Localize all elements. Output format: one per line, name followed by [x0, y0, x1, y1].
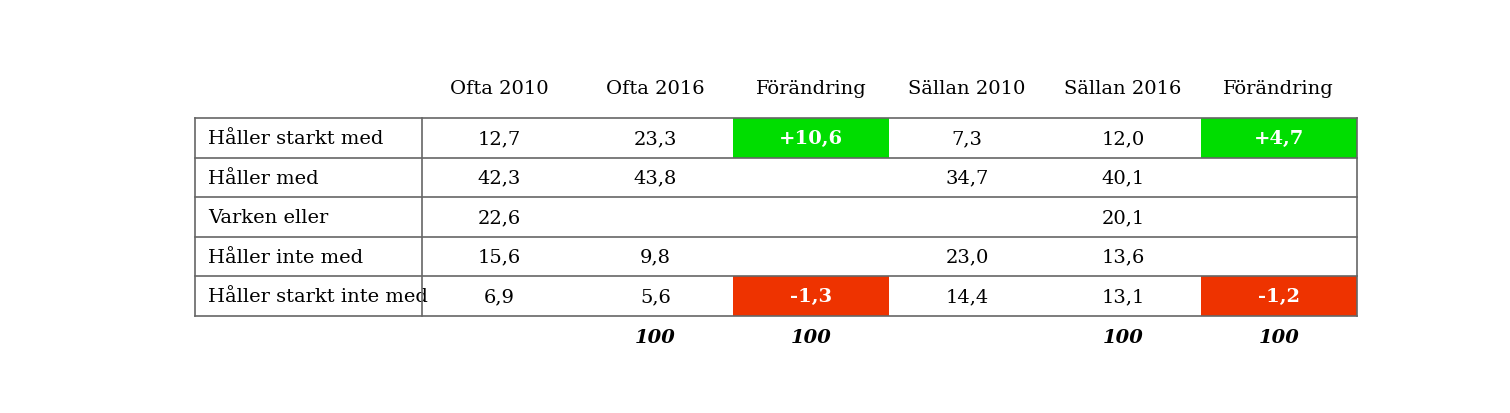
Text: 14,4: 14,4	[945, 287, 989, 306]
Text: +10,6: +10,6	[779, 130, 843, 147]
Text: Förändring: Förändring	[757, 80, 867, 98]
Text: 100: 100	[1258, 328, 1299, 346]
Text: Sällan 2016: Sällan 2016	[1065, 80, 1182, 98]
Text: Håller med: Håller med	[208, 169, 319, 187]
Text: 13,6: 13,6	[1101, 248, 1145, 266]
Text: 12,7: 12,7	[477, 130, 521, 147]
Text: Sällan 2010: Sällan 2010	[909, 80, 1025, 98]
Text: Håller starkt med: Håller starkt med	[208, 130, 384, 147]
Text: 23,3: 23,3	[634, 130, 676, 147]
Text: 34,7: 34,7	[945, 169, 989, 187]
Text: 9,8: 9,8	[640, 248, 670, 266]
Text: Ofta 2010: Ofta 2010	[450, 80, 548, 98]
Text: Varken eller: Varken eller	[208, 209, 329, 226]
Bar	[1200, 119, 1356, 158]
Text: 7,3: 7,3	[951, 130, 983, 147]
Text: +4,7: +4,7	[1253, 130, 1303, 147]
Text: 22,6: 22,6	[477, 209, 521, 226]
Text: 13,1: 13,1	[1101, 287, 1145, 306]
Text: 20,1: 20,1	[1101, 209, 1145, 226]
Text: 100: 100	[1102, 328, 1143, 346]
Text: 12,0: 12,0	[1101, 130, 1145, 147]
Text: Ofta 2016: Ofta 2016	[606, 80, 705, 98]
Text: Håller starkt inte med: Håller starkt inte med	[208, 287, 429, 306]
Text: -1,3: -1,3	[790, 287, 832, 306]
Text: 100: 100	[634, 328, 676, 346]
Bar	[1200, 277, 1356, 316]
Bar	[734, 277, 889, 316]
Text: 5,6: 5,6	[640, 287, 670, 306]
Text: Förändring: Förändring	[1223, 80, 1335, 98]
Text: Håller inte med: Håller inte med	[208, 248, 364, 266]
Text: 15,6: 15,6	[477, 248, 521, 266]
Text: 42,3: 42,3	[477, 169, 521, 187]
Text: 43,8: 43,8	[634, 169, 676, 187]
Text: -1,2: -1,2	[1258, 287, 1300, 306]
Text: 100: 100	[791, 328, 832, 346]
Bar	[734, 119, 889, 158]
Text: 23,0: 23,0	[945, 248, 989, 266]
Text: 40,1: 40,1	[1101, 169, 1145, 187]
Text: 6,9: 6,9	[485, 287, 515, 306]
